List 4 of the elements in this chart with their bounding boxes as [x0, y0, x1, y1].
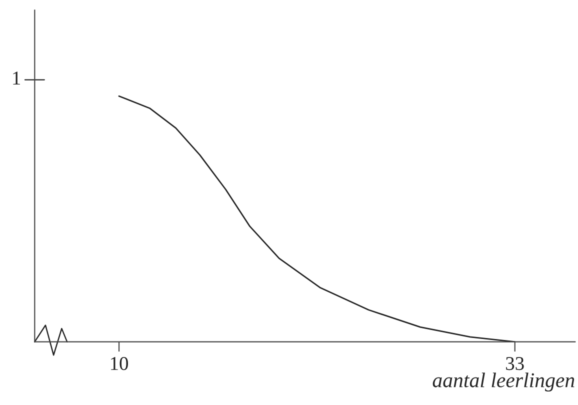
x-tick-label: 33: [506, 357, 524, 370]
text: 1: [13, 72, 20, 84]
x-axis-title: aantal leerlingen: [432, 372, 574, 392]
x-tick-label: 10: [111, 356, 128, 370]
